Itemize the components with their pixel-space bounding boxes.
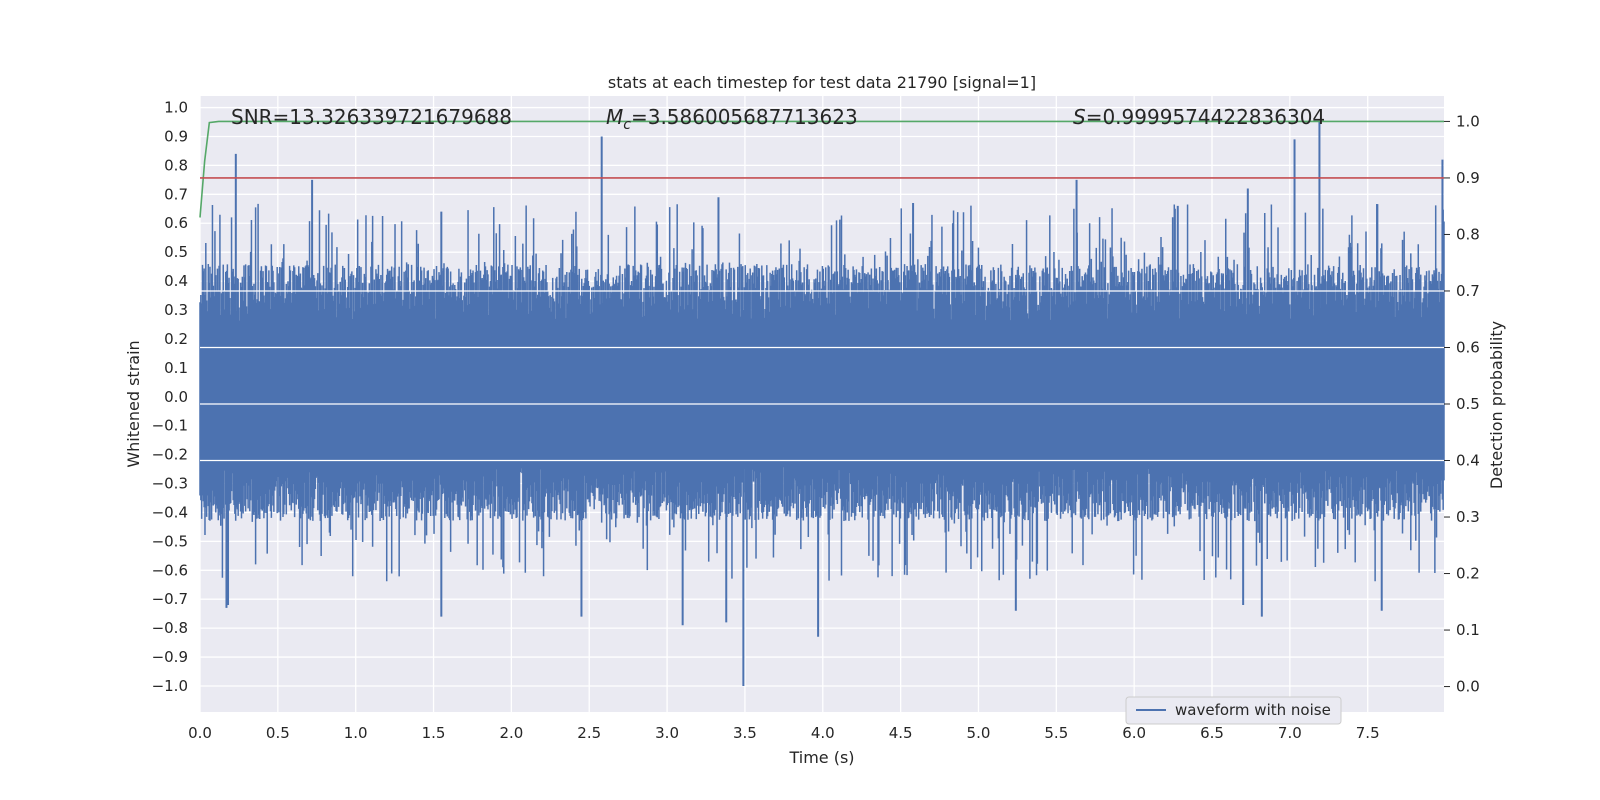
y2-axis-ticks: 1.0 0.9 0.8 0.7 0.6 0.5 0.4 0.3 0.2 0.1 0.0: [1444, 112, 1480, 696]
y-tick-label: 0.3: [164, 301, 188, 319]
mc-subscript: c: [623, 117, 631, 133]
x-tick-label: 0.0: [188, 724, 212, 742]
x-tick-label: 3.5: [733, 724, 757, 742]
x-tick-label: 6.5: [1200, 724, 1224, 742]
y-tick-label: 0.6: [164, 214, 188, 232]
s-symbol: S: [1073, 105, 1086, 129]
mc-value: =3.586005687713623: [631, 105, 858, 129]
chart-title: stats at each timestep for test data 217…: [608, 73, 1036, 92]
x-tick-label: 5.5: [1044, 724, 1068, 742]
y-tick-label: 0.1: [164, 359, 188, 377]
waveform-core: [200, 350, 1444, 461]
y-tick-label: −0.4: [152, 503, 188, 521]
y-axis-ticks: 1.0 0.9 0.8 0.7 0.6 0.5 0.4 0.3 0.2 0.1 0.0 −0.1 −0.…: [152, 99, 188, 695]
y2-tick-label: 0.7: [1456, 282, 1480, 300]
y-tick-label: 1.0: [164, 99, 188, 117]
y-tick-label: 0.0: [164, 388, 188, 406]
probability-series: [199, 120, 1444, 218]
y2-tick-label: 0.8: [1456, 225, 1480, 243]
x-tick-label: 7.5: [1356, 724, 1380, 742]
y-tick-label: −0.8: [152, 619, 188, 637]
y2-tick-label: 0.6: [1456, 338, 1480, 356]
y2-tick-label: 0.3: [1456, 508, 1480, 526]
y2-tick-label: 1.0: [1456, 112, 1480, 130]
legend: waveform with noise: [1125, 696, 1342, 725]
y-tick-label: −0.6: [152, 561, 188, 579]
x-tick-label: 6.0: [1122, 724, 1146, 742]
y2-axis-label: Detection probability: [1487, 321, 1506, 489]
s-annotation: S=0.9999574422836304: [1073, 105, 1325, 129]
y2-tick-label: 0.0: [1456, 678, 1480, 696]
x-tick-label: 3.0: [655, 724, 679, 742]
x-tick-label: 2.5: [577, 724, 601, 742]
x-tick-label: 1.0: [344, 724, 368, 742]
x-tick-label: 7.0: [1278, 724, 1302, 742]
y-tick-label: 0.7: [164, 185, 188, 203]
x-axis-label: Time (s): [788, 748, 854, 767]
y2-tick-label: 0.2: [1456, 565, 1480, 583]
y-tick-label: −0.1: [152, 417, 188, 435]
y2-tick-label: 0.1: [1456, 621, 1480, 639]
y-tick-label: −0.5: [152, 532, 188, 550]
y-tick-label: 0.8: [164, 156, 188, 174]
x-tick-label: 1.5: [422, 724, 446, 742]
x-axis-ticks: 0.0 0.5 1.0 1.5 2.0 2.5 3.0 3.5 4.0 4.5 5.0 5.5 6.0 6…: [188, 724, 1380, 742]
x-tick-label: 0.5: [266, 724, 290, 742]
x-tick-label: 4.0: [811, 724, 835, 742]
y-tick-label: 0.5: [164, 243, 188, 261]
x-tick-label: 2.0: [499, 724, 523, 742]
y-tick-label: 0.4: [164, 272, 188, 290]
y2-tick-label: 0.9: [1456, 169, 1480, 187]
x-tick-label: 5.0: [967, 724, 991, 742]
legend-label: waveform with noise: [1175, 701, 1331, 719]
y-tick-label: 0.9: [164, 127, 188, 145]
y-tick-label: −0.7: [152, 590, 188, 608]
snr-annotation: SNR=13.326339721679688: [231, 105, 512, 129]
y-tick-label: −0.2: [152, 446, 188, 464]
y-axis-label: Whitened strain: [124, 340, 143, 467]
x-tick-label: 4.5: [889, 724, 913, 742]
detection-probability-line: [199, 120, 1444, 218]
y2-tick-label: 0.5: [1456, 395, 1480, 413]
y-tick-label: −0.9: [152, 648, 188, 666]
y-tick-label: −0.3: [152, 475, 188, 493]
y-tick-label: 0.2: [164, 330, 188, 348]
y-tick-label: −1.0: [152, 677, 188, 695]
y2-tick-label: 0.4: [1456, 452, 1480, 470]
mc-symbol: M: [606, 105, 623, 129]
s-value: =0.9999574422836304: [1086, 105, 1325, 129]
mc-annotation: Mc=3.586005687713623: [606, 105, 858, 133]
legend-box: [1125, 696, 1342, 725]
waveform-series: [199, 122, 1445, 686]
